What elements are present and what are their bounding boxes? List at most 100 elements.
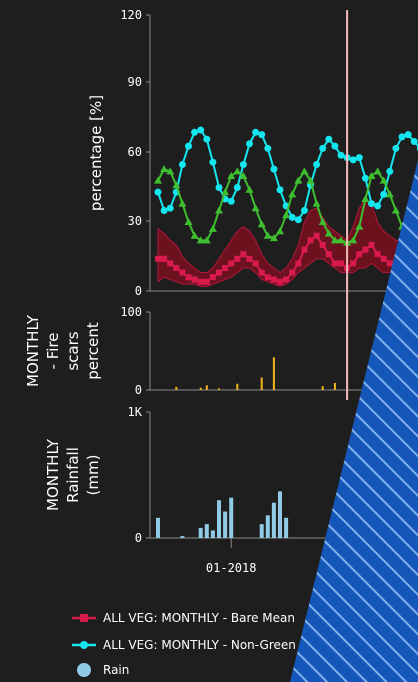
- legend-swatch: [77, 663, 91, 677]
- data-point: [288, 190, 297, 198]
- data-point: [373, 167, 382, 175]
- data-point: [202, 236, 211, 244]
- data-point: [222, 265, 229, 271]
- data-point: [166, 167, 175, 175]
- data-point: [325, 135, 333, 143]
- y-tick-label: 0: [135, 531, 142, 545]
- y-tick-label: 90: [128, 75, 142, 89]
- data-point: [246, 255, 253, 262]
- data-point: [318, 218, 327, 225]
- data-point: [392, 144, 400, 152]
- data-point: [160, 165, 169, 173]
- bar: [223, 511, 228, 538]
- legend-item: ALL VEG: MONTHLY - Bare Mean: [72, 611, 295, 625]
- y-tick-label: 0: [135, 284, 142, 298]
- data-point: [233, 167, 242, 175]
- data-point: [294, 176, 303, 184]
- bar: [217, 500, 221, 538]
- legend-label: ALL VEG: MONTHLY - Non-Green Mean: [103, 638, 332, 652]
- data-point: [283, 276, 290, 283]
- data-point: [294, 216, 302, 224]
- legend-swatch-marker: [80, 614, 88, 622]
- data-point: [270, 276, 277, 283]
- data-point: [252, 260, 259, 267]
- data-point: [367, 172, 376, 179]
- data-point: [257, 220, 266, 228]
- y-axis-title-line: percent: [84, 322, 102, 380]
- data-point: [239, 172, 248, 179]
- data-point: [197, 278, 204, 285]
- data-point: [338, 260, 344, 267]
- data-point: [203, 135, 211, 143]
- data-point: [355, 222, 364, 230]
- bar: [229, 497, 234, 538]
- data-point: [264, 274, 271, 281]
- series-all-veg-monthly-bare-mean: [155, 198, 418, 287]
- data-point: [276, 227, 284, 235]
- data-point: [398, 133, 406, 141]
- bar: [204, 524, 209, 538]
- y-axis-title-line: - Fire: [44, 333, 62, 370]
- y-tick-label: 100: [120, 305, 142, 319]
- data-point: [227, 197, 235, 205]
- bar: [180, 536, 185, 538]
- bar: [333, 382, 336, 390]
- data-point: [154, 188, 162, 196]
- data-point: [172, 181, 181, 189]
- panel-fire: 0 100 MONTHLY - Fire scars percent: [24, 305, 418, 397]
- data-point: [337, 236, 345, 244]
- data-point: [307, 237, 314, 244]
- data-point: [324, 229, 333, 237]
- data-point: [258, 131, 266, 139]
- data-point: [166, 204, 174, 212]
- bar: [259, 524, 264, 538]
- bar: [218, 388, 220, 390]
- data-point: [228, 260, 235, 267]
- panel-vegetation: 0 30 60 90 120 percentage [%]: [87, 8, 418, 298]
- data-point: [301, 246, 308, 253]
- y-axis-title-line: scars: [64, 331, 82, 370]
- data-point: [185, 142, 192, 150]
- data-point: [251, 204, 260, 212]
- legend-label: ALL VEG: MONTHLY - Bare Mean: [103, 611, 295, 625]
- data-point: [349, 236, 358, 244]
- data-point: [160, 207, 168, 214]
- legend-item: Rain: [77, 663, 129, 677]
- y-axis-title: MONTHLY Rainfall (mm): [44, 438, 102, 511]
- data-point: [227, 172, 236, 179]
- data-point: [269, 234, 278, 242]
- data-point: [209, 158, 217, 166]
- data-point: [234, 255, 241, 262]
- data-point: [312, 199, 321, 207]
- data-point: [319, 144, 327, 152]
- data-point: [361, 174, 369, 182]
- data-point: [330, 236, 339, 244]
- data-point: [239, 161, 247, 168]
- data-point: [374, 202, 382, 210]
- data-point: [167, 260, 174, 267]
- data-point: [154, 176, 162, 184]
- bar: [260, 377, 263, 390]
- bar: [271, 502, 276, 538]
- data-point: [184, 218, 193, 225]
- data-point: [191, 276, 198, 283]
- data-point: [300, 167, 309, 175]
- x-tick-label: 01-2018: [206, 561, 257, 575]
- data-point: [295, 260, 302, 267]
- data-point: [246, 140, 253, 148]
- data-point: [289, 269, 296, 276]
- y-axis-title-line: Rainfall: [64, 447, 82, 503]
- y-tick-label: 30: [128, 214, 142, 228]
- data-point: [306, 176, 315, 184]
- data-point: [196, 236, 205, 244]
- data-point: [410, 138, 418, 145]
- bar: [210, 530, 215, 538]
- data-point: [379, 176, 388, 184]
- data-point: [288, 213, 296, 221]
- data-point: [386, 167, 394, 175]
- data-point: [385, 190, 394, 198]
- y-axis-title-line: (mm): [84, 455, 102, 496]
- data-point: [263, 231, 272, 239]
- data-point: [178, 199, 187, 207]
